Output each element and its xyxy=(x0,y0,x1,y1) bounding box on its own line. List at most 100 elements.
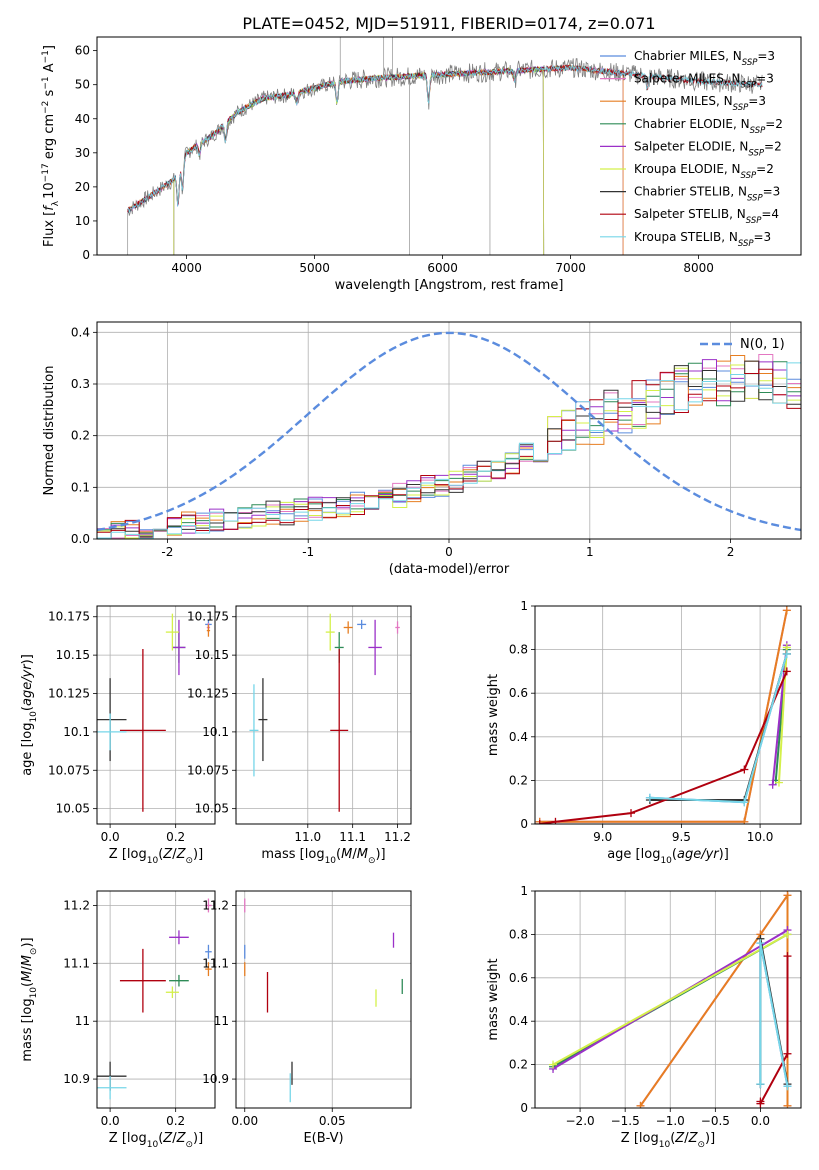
x-axis-label: wavelength [Angstrom, rest frame] xyxy=(335,278,564,293)
ticks: 9.0 9.5 10.0 0 0.2 0.4 0.6 0.8 1 xyxy=(509,599,774,844)
y-tick-label: 50 xyxy=(75,78,90,92)
gridlines xyxy=(236,606,411,824)
legend-entry-salpeter-stelib: Salpeter STELIB, NSSP=4 xyxy=(600,207,779,226)
label-part: Z xyxy=(674,1131,685,1146)
legend-n-value: =3 xyxy=(754,230,772,244)
histogram-salpeter-stelib xyxy=(97,368,801,538)
y-tick-label: 10.9 xyxy=(63,1072,90,1086)
data-layer xyxy=(127,37,763,255)
x-tick-label: −1.5 xyxy=(611,1114,640,1128)
label-part: wavelength [Angstrom, rest frame] xyxy=(335,278,564,293)
label-part: / xyxy=(684,1131,689,1146)
x-tick-label: 4000 xyxy=(171,261,202,275)
label-part: 10 xyxy=(659,1140,671,1150)
axes-frame xyxy=(534,605,802,825)
errorbar-salpeter-miles xyxy=(395,621,400,634)
y-tick-label: 1 xyxy=(520,599,528,613)
legend-model-name: Kroupa ELODIE, N xyxy=(634,162,741,176)
legend-label: Salpeter ELODIE, NSSP=2 xyxy=(634,139,782,158)
label-part: age/yr xyxy=(20,663,35,706)
y-tick-label: 10.125 xyxy=(187,687,229,701)
errorbar-salpeter-stelib xyxy=(119,648,166,812)
y-tick-label: 0.2 xyxy=(509,1058,528,1072)
weight-series-salpeter-stelib xyxy=(535,667,791,824)
y-tick-label: 11 xyxy=(75,1014,90,1028)
y-tick-label: 10.075 xyxy=(48,763,90,777)
label-part: 10 xyxy=(147,1140,159,1150)
y-tick-label: 10.05 xyxy=(56,802,90,816)
label-part: M xyxy=(357,847,368,862)
y-tick-label: 11.2 xyxy=(202,898,229,912)
panel-mass-weight-vs-z: −2.0 −1.5 −1.0 −0.5 0.0 0 0.2 0.4 0.6 0.8 1 Z [log1… xyxy=(486,884,802,1150)
legend-subscript: SSP xyxy=(748,148,764,158)
label-part: log xyxy=(20,723,35,743)
errorbar-kroupa-miles xyxy=(205,962,212,977)
y-tick-label: 0.6 xyxy=(509,686,528,700)
label-part: s xyxy=(42,89,57,100)
label-part: ] xyxy=(42,45,57,50)
legend-subscript: SSP xyxy=(742,58,758,68)
label-part: Z xyxy=(176,847,187,862)
y-tick-label: 20 xyxy=(75,180,90,194)
legend-label: Salpeter STELIB, NSSP=4 xyxy=(634,207,779,226)
label-part: mass [ xyxy=(261,847,304,862)
weight-line xyxy=(778,647,788,783)
y-tick-label: 10.1 xyxy=(63,725,90,739)
y-tick-label: 0.0 xyxy=(71,532,90,546)
y-tick-label: 0.2 xyxy=(71,429,90,443)
legend-n-value: =3 xyxy=(748,94,766,108)
legend-subscript: SSP xyxy=(738,239,754,249)
legend-n-value: =2 xyxy=(756,162,774,176)
legend-entry-salpeter-elodie: Salpeter ELODIE, NSSP=2 xyxy=(600,139,782,158)
label-part: / xyxy=(352,847,357,862)
plot-area xyxy=(97,606,215,824)
x-axis-label: Z [log10(Z/Z⊙)] xyxy=(109,1131,203,1150)
data-layer xyxy=(97,331,801,539)
label-part: M xyxy=(20,955,35,966)
data-layer xyxy=(535,606,791,824)
label-part: 10 xyxy=(147,856,159,866)
legend-entry-salpeter-miles: Salpeter MILES, NSSP=3 xyxy=(600,72,774,91)
label-part: ⊙ xyxy=(29,948,39,956)
y-tick-label: 10.075 xyxy=(187,763,229,777)
axes-frame xyxy=(96,36,802,256)
label-part: log xyxy=(127,1131,147,1146)
errorbar-kroupa-stelib xyxy=(249,684,259,777)
plot-area xyxy=(535,606,801,824)
legend-n-value: =4 xyxy=(761,207,779,221)
y-tick-label: 0.4 xyxy=(509,730,528,744)
plot-area xyxy=(97,891,215,1108)
spectrum-model-kroupa-stelib xyxy=(127,64,763,213)
legend-entry-chabrier-stelib: Chabrier STELIB, NSSP=3 xyxy=(600,185,780,204)
y-tick-label: 10.175 xyxy=(48,610,90,624)
label-part: log xyxy=(20,998,35,1018)
y-tick-label: 10.15 xyxy=(56,648,90,662)
normal-curve xyxy=(97,331,801,532)
ticks: 4000 5000 6000 7000 8000 0 10 20 30 40 50 60 xyxy=(75,44,714,275)
y-tick-label: 0 xyxy=(520,817,528,831)
label-part: Z xyxy=(162,847,173,862)
errorbar-kroupa-elodie xyxy=(165,986,179,999)
x-tick-label: 5000 xyxy=(299,261,330,275)
legend-model-name: Kroupa STELIB, N xyxy=(634,230,738,244)
x-tick-label: −0.5 xyxy=(701,1114,730,1128)
legend-subscript: SSP xyxy=(747,194,763,204)
x-tick-label: 0.0 xyxy=(751,1114,770,1128)
panel-age-vs-z: 0.0 0.2 10.05 10.075 10.1 10.125 10.15 10.175 Z … xyxy=(20,605,216,866)
x-axis-label: age [log10(age/yr)] xyxy=(607,847,729,866)
legend-subscript: SSP xyxy=(741,171,757,181)
legend-subscript: SSP xyxy=(741,81,757,91)
label-part: Z xyxy=(162,1131,173,1146)
weight-line xyxy=(552,933,788,1066)
x-tick-label: 0.0 xyxy=(101,830,120,844)
label-part: f xyxy=(42,204,57,211)
x-axis-label: (data-model)/error xyxy=(389,562,510,577)
label-part: age [ xyxy=(20,742,35,775)
label-part: log xyxy=(641,847,661,862)
ticks: 11.0 11.1 11.2 10.05 10.075 10.1 10.125 10.15 10… xyxy=(187,610,411,844)
gridlines xyxy=(236,891,411,1108)
x-tick-label: 0.05 xyxy=(319,1114,346,1128)
legend-label: N(0, 1) xyxy=(740,337,785,352)
x-axis-label: Z [log10(Z/Z⊙)] xyxy=(109,847,203,866)
y-tick-label: 10.125 xyxy=(48,687,90,701)
